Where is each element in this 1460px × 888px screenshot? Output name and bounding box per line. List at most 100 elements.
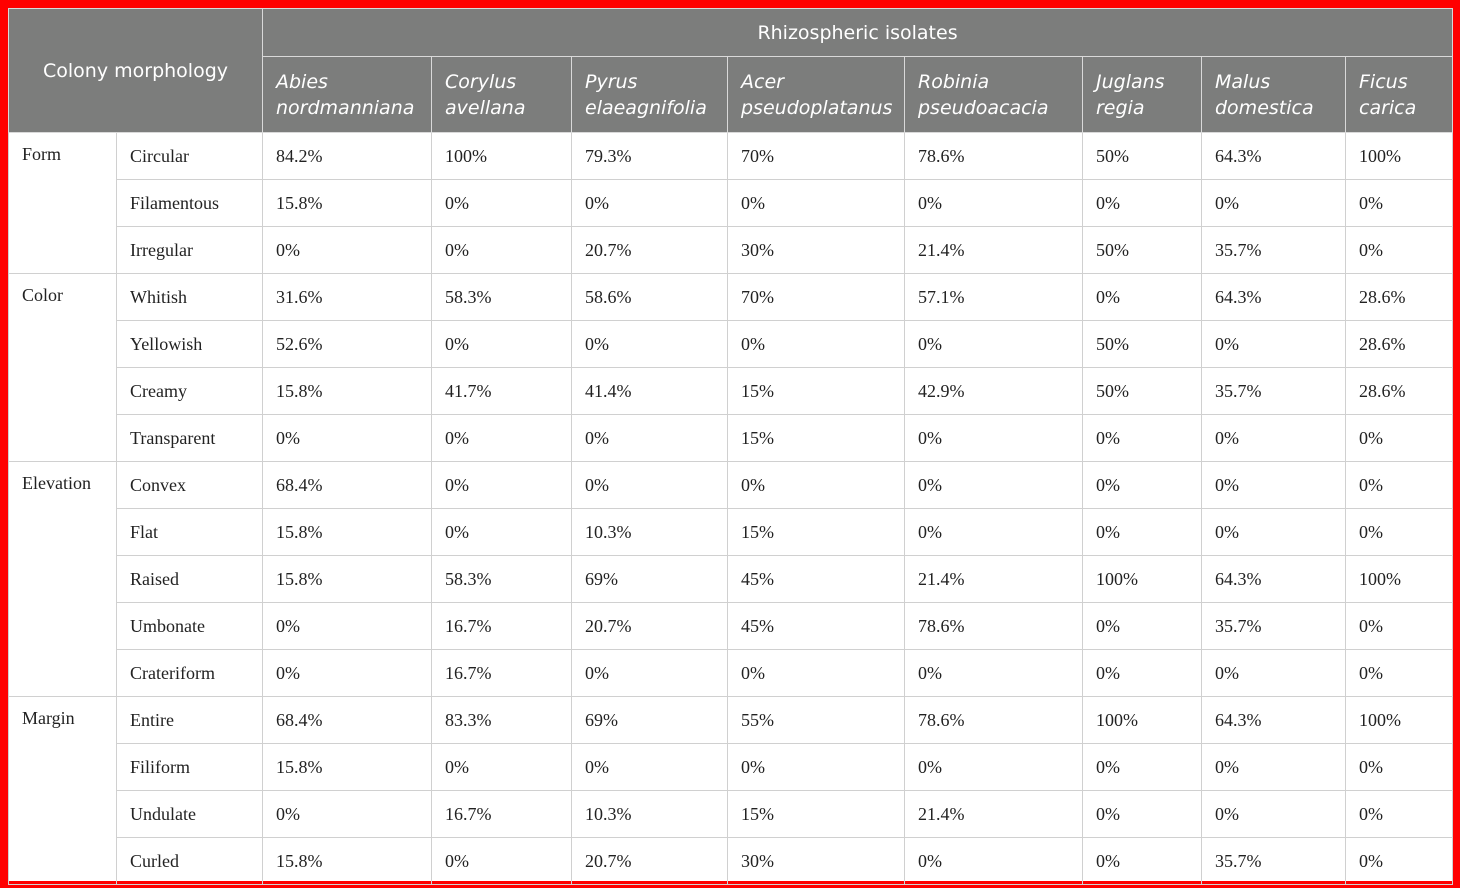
- value-cell: 42.9%: [904, 367, 1083, 415]
- table-row: Irregular 0% 0% 20.7% 30% 21.4% 50% 35.7% 0%: [9, 226, 1454, 274]
- value-cell: 10.3%: [571, 790, 728, 838]
- species-header: Juglans regia: [1082, 56, 1202, 133]
- value-cell: 100%: [1344, 696, 1454, 744]
- value-cell: 0%: [1201, 790, 1346, 838]
- trait-label: Entire: [116, 696, 263, 744]
- value-cell: 0%: [431, 461, 572, 509]
- value-cell: 100%: [1344, 132, 1454, 180]
- value-cell: 0%: [431, 508, 572, 556]
- trait-label: Yellowish: [116, 320, 263, 368]
- value-cell: 21.4%: [904, 555, 1083, 603]
- species-header: Acer pseudoplatanus: [727, 56, 905, 133]
- value-cell: 0%: [727, 461, 905, 509]
- value-cell: 31.6%: [262, 273, 432, 321]
- value-cell: 58.3%: [431, 555, 572, 603]
- genus-name: Robinia: [918, 70, 990, 93]
- table-row: Crateriform 0% 16.7% 0% 0% 0% 0% 0% 0%: [9, 649, 1454, 697]
- table-row: Creamy 15.8% 41.7% 41.4% 15% 42.9% 50% 35.7% 28.…: [9, 367, 1454, 415]
- value-cell: 0%: [1201, 320, 1346, 368]
- trait-label: Undulate: [116, 790, 263, 838]
- value-cell: 35.7%: [1201, 837, 1346, 885]
- value-cell: 0%: [431, 837, 572, 885]
- trait-label: Umbonate: [116, 602, 263, 650]
- species-header: Abies nordmanniana: [262, 56, 432, 133]
- table-row: Flat 15.8% 0% 10.3% 15% 0% 0% 0% 0%: [9, 508, 1454, 556]
- value-cell: 78.6%: [904, 696, 1083, 744]
- value-cell: 15.8%: [262, 555, 432, 603]
- colony-morphology-table: Colony morphology Rhizospheric isolates …: [8, 8, 1454, 885]
- value-cell: 15%: [727, 790, 905, 838]
- value-cell: 35.7%: [1201, 226, 1346, 274]
- group-label: Color: [8, 273, 117, 462]
- value-cell: 0%: [431, 414, 572, 462]
- value-cell: 50%: [1082, 367, 1202, 415]
- value-cell: 16.7%: [431, 790, 572, 838]
- value-cell: 68.4%: [262, 696, 432, 744]
- value-cell: 15%: [727, 508, 905, 556]
- value-cell: 0%: [1082, 179, 1202, 227]
- group-label: Margin: [8, 696, 117, 885]
- value-cell: 0%: [262, 649, 432, 697]
- trait-label: Filiform: [116, 743, 263, 791]
- value-cell: 0%: [1082, 790, 1202, 838]
- value-cell: 0%: [1344, 414, 1454, 462]
- value-cell: 52.6%: [262, 320, 432, 368]
- value-cell: 15%: [727, 414, 905, 462]
- trait-label: Transparent: [116, 414, 263, 462]
- value-cell: 0%: [571, 320, 728, 368]
- value-cell: 0%: [904, 461, 1083, 509]
- value-cell: 100%: [431, 132, 572, 180]
- value-cell: 0%: [1201, 414, 1346, 462]
- species-epithet: avellana: [445, 96, 526, 119]
- value-cell: 100%: [1344, 555, 1454, 603]
- value-cell: 0%: [431, 226, 572, 274]
- rhizospheric-isolates-header: Rhizospheric isolates: [261, 8, 1454, 57]
- value-cell: 0%: [431, 743, 572, 791]
- value-cell: 100%: [1082, 696, 1202, 744]
- value-cell: 0%: [262, 602, 432, 650]
- value-cell: 0%: [727, 649, 905, 697]
- table-row: Raised 15.8% 58.3% 69% 45% 21.4% 100% 64.3% 100%: [9, 555, 1454, 603]
- value-cell: 0%: [904, 320, 1083, 368]
- header-row-species: Abies nordmanniana Corylus avellana Pyrus ela…: [9, 56, 1454, 133]
- value-cell: 0%: [1201, 179, 1346, 227]
- value-cell: 50%: [1082, 320, 1202, 368]
- value-cell: 0%: [1201, 649, 1346, 697]
- value-cell: 15%: [727, 367, 905, 415]
- value-cell: 64.3%: [1201, 132, 1346, 180]
- genus-name: Pyrus: [585, 70, 638, 93]
- trait-label: Creamy: [116, 367, 263, 415]
- species-epithet: domestica: [1215, 96, 1314, 119]
- table-row: Elevation Convex 68.4% 0% 0% 0% 0% 0% 0% 0%: [8, 461, 1454, 697]
- genus-name: Abies: [276, 70, 328, 93]
- value-cell: 21.4%: [904, 790, 1083, 838]
- value-cell: 41.7%: [431, 367, 572, 415]
- trait-label: Crateriform: [116, 649, 263, 697]
- value-cell: 69%: [571, 555, 728, 603]
- value-cell: 10.3%: [571, 508, 728, 556]
- value-cell: 0%: [571, 461, 728, 509]
- value-cell: 69%: [571, 696, 728, 744]
- value-cell: 0%: [1344, 226, 1454, 274]
- value-cell: 79.3%: [571, 132, 728, 180]
- value-cell: 64.3%: [1201, 555, 1346, 603]
- value-cell: 35.7%: [1201, 602, 1346, 650]
- genus-name: Juglans: [1096, 70, 1165, 93]
- value-cell: 0%: [1344, 837, 1454, 885]
- trait-label: Raised: [116, 555, 263, 603]
- value-cell: 20.7%: [571, 837, 728, 885]
- value-cell: 0%: [1082, 649, 1202, 697]
- group-label: Form: [8, 132, 117, 274]
- value-cell: 57.1%: [904, 273, 1083, 321]
- value-cell: 55%: [727, 696, 905, 744]
- value-cell: 15.8%: [262, 837, 432, 885]
- value-cell: 0%: [1344, 743, 1454, 791]
- species-epithet: elaeagnifolia: [585, 96, 707, 119]
- value-cell: 16.7%: [431, 649, 572, 697]
- value-cell: 45%: [727, 602, 905, 650]
- value-cell: 0%: [1344, 179, 1454, 227]
- value-cell: 78.6%: [904, 132, 1083, 180]
- value-cell: 100%: [1082, 555, 1202, 603]
- trait-label: Circular: [116, 132, 263, 180]
- trait-label: Convex: [116, 461, 263, 509]
